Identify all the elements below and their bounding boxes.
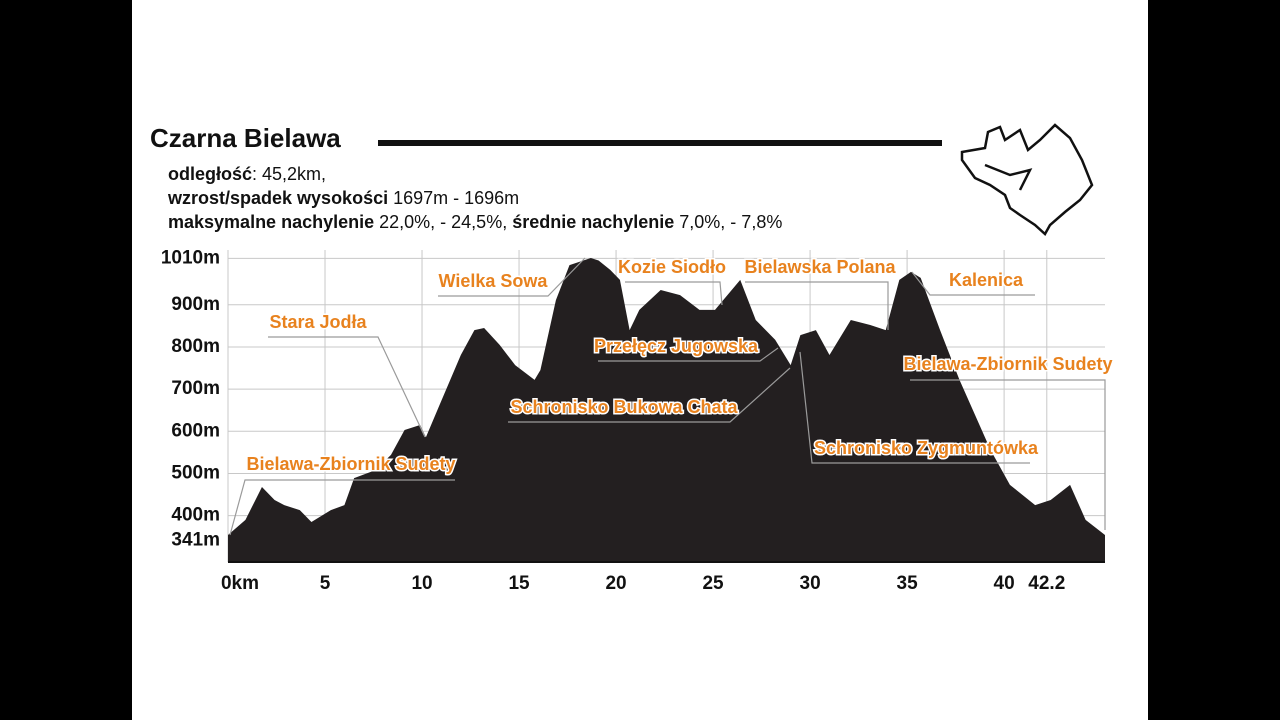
leader-line <box>911 271 1035 296</box>
chart-title: Czarna Bielawa <box>150 123 341 153</box>
stat-value: 1697m - 1696m <box>388 188 520 208</box>
stat-label: wzrost/spadek wysokości <box>168 188 389 208</box>
y-tick-label: 700m <box>171 378 220 399</box>
annotation: Bielawa-Zbiornik Sudety <box>246 454 455 474</box>
annotation: Stara Jodła <box>269 312 367 332</box>
leader-line <box>910 379 1106 530</box>
x-tick-label: 35 <box>897 573 919 594</box>
annotation: Bielawa-Zbiornik Sudety <box>903 354 1112 374</box>
leader-line <box>229 479 455 536</box>
y-tick-label: 1010m <box>161 247 220 268</box>
stat-value: : 45,2km, <box>252 164 327 184</box>
x-tick-label: 30 <box>800 573 821 594</box>
stats-line: odległość: 45,2km, <box>168 162 782 186</box>
leader-line <box>438 257 586 297</box>
x-tick-label: 40 <box>994 573 1015 594</box>
leader-line <box>745 281 889 330</box>
y-tick-label: 400m <box>171 505 220 526</box>
annotation: Kozie Siodło <box>618 257 726 277</box>
stats-line: wzrost/spadek wysokości 1697m - 1696m <box>168 186 782 210</box>
x-tick-label: 0km <box>221 573 259 594</box>
x-tick-label: 25 <box>702 573 724 594</box>
route-map <box>960 123 1094 236</box>
annotation: Wielka Sowa <box>439 271 549 291</box>
x-tick-label: 15 <box>508 573 530 594</box>
stat-value: 7,0%, - 7,8% <box>674 212 783 232</box>
annotation: Bielawska Polana <box>744 257 896 277</box>
stat-label: średnie nachylenie <box>512 212 675 232</box>
annotation: Schronisko Zygmuntówka <box>814 438 1039 458</box>
stats: odległość: 45,2km, wzrost/spadek wysokośc… <box>168 162 782 234</box>
y-tick-label: 800m <box>171 336 220 357</box>
x-tick-label: 5 <box>320 573 331 594</box>
annotation: Schronisko Bukowa Chata <box>510 397 738 417</box>
leader-line <box>508 367 791 423</box>
annotation: Kalenica <box>949 270 1024 290</box>
x-tick-label: 10 <box>411 573 432 594</box>
y-tick-label: 600m <box>171 420 220 441</box>
stats-line: maksymalne nachylenie 22,0%, - 24,5%, śr… <box>168 210 782 234</box>
leader-line <box>625 281 723 306</box>
stat-value: 22,0%, - 24,5%, <box>374 212 513 232</box>
leader-line <box>268 336 426 438</box>
x-tick-label: 42.2 <box>1028 573 1065 594</box>
leader-line <box>598 347 779 362</box>
annotation: Przełęcz Jugowska <box>594 336 759 356</box>
x-tick-label: 20 <box>605 573 626 594</box>
y-tick-label: 900m <box>171 294 220 315</box>
elevation-area <box>228 258 1105 562</box>
y-tick-label: 500m <box>171 462 220 483</box>
stat-label: odległość <box>168 164 253 184</box>
stat-label: maksymalne nachylenie <box>168 212 375 232</box>
leader-line <box>799 351 1030 464</box>
y-tick-label: 341m <box>171 530 220 551</box>
